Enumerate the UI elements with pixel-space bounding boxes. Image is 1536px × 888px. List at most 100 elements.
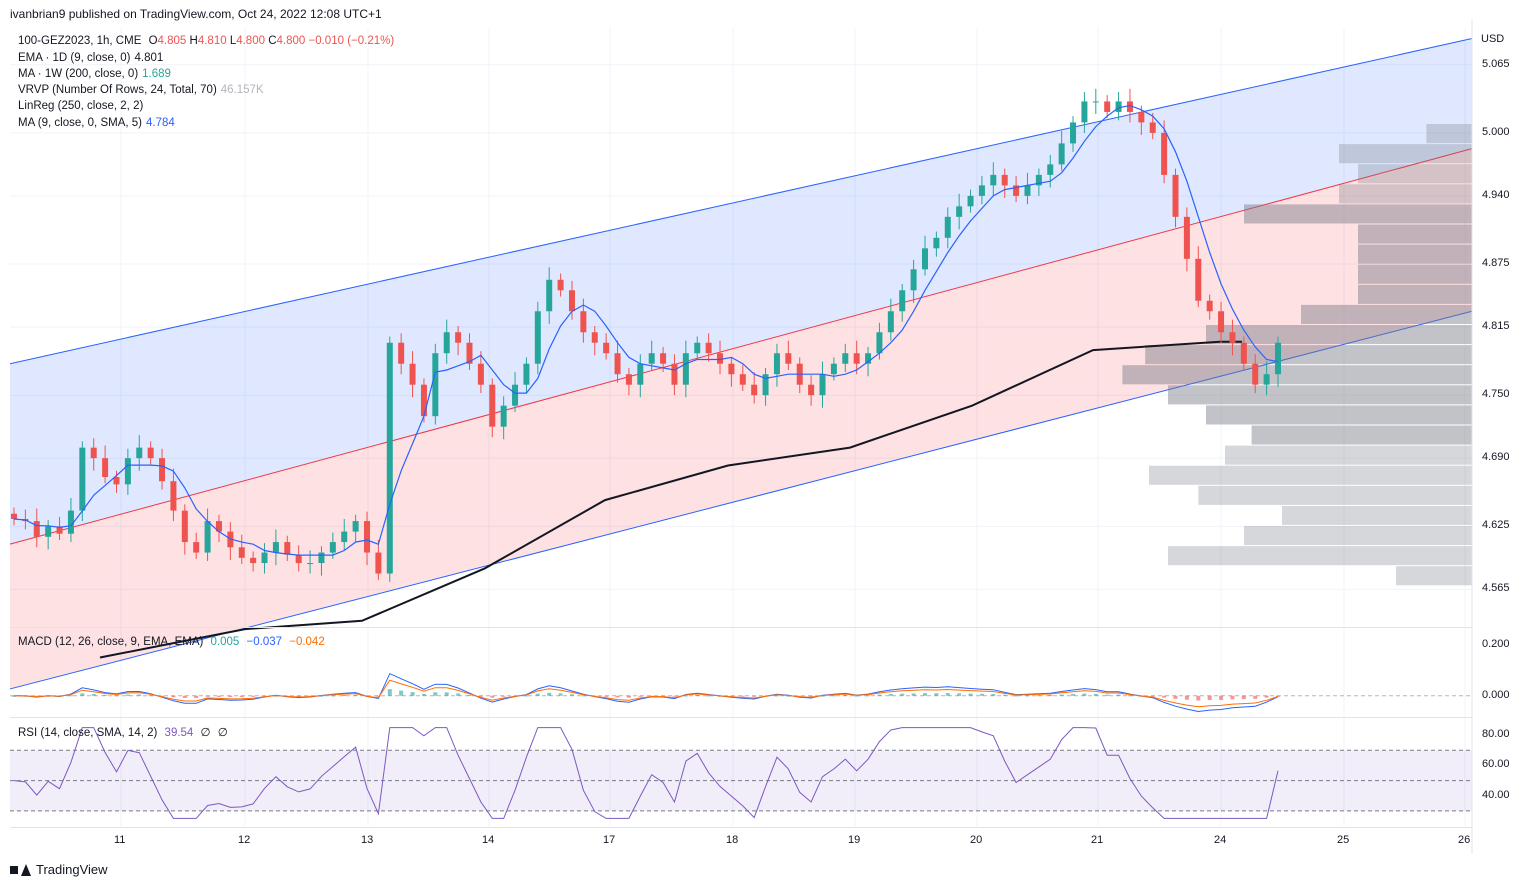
legend-macd[interactable]: MACD (12, 26, close, 9, EMA, EMA) 0.005 … (18, 636, 325, 648)
candle-down (102, 458, 109, 478)
ma-9-line (13, 104, 1279, 556)
candle-up (272, 542, 279, 553)
vrvp-row (1251, 425, 1472, 445)
candle-down (409, 363, 416, 385)
legend-vrvp[interactable]: VRVP (Number Of Rows, 24, Total, 70) 46.1… (18, 84, 264, 96)
candle-up (865, 353, 872, 364)
macd-hist-bar (877, 694, 882, 696)
time-axis-separator (10, 827, 1472, 828)
macd-hist-bar (752, 695, 757, 697)
macd-hist-bar (137, 694, 142, 696)
legend-ema[interactable]: EMA · 1D (9, close, 0) 4.801 (18, 52, 164, 64)
macd-hist-bar (1071, 694, 1076, 696)
macd-hist-bar (342, 695, 347, 697)
macd-hist-bar (991, 693, 996, 696)
macd-hist-bar (740, 695, 745, 697)
macd-hist-bar (171, 695, 176, 698)
macd-hist-bar (581, 695, 586, 697)
macd-hist-bar (809, 695, 814, 697)
rsi-pane (10, 727, 1472, 819)
macd-hist-bar (729, 695, 734, 697)
time-tick-label: 26 (1458, 834, 1471, 846)
macd-hist-bar (1162, 695, 1167, 698)
candle-up (1275, 342, 1281, 375)
candle-up (876, 332, 883, 354)
legend-ma-9[interactable]: MA (9, close, 0, SMA, 5) 4.784 (18, 117, 175, 129)
pane-separator[interactable] (10, 717, 1472, 718)
macd-hist-bar (1173, 695, 1178, 699)
macd-hist-bar (922, 693, 927, 696)
candle-up (1058, 143, 1065, 165)
macd-hist-bar (1059, 694, 1064, 696)
vrvp-row (1301, 304, 1472, 324)
candle-up (944, 216, 951, 238)
macd-hist-bar (638, 695, 643, 697)
candle-up (921, 248, 928, 270)
candle-down (375, 552, 382, 574)
vrvp-row (1339, 184, 1472, 204)
pane-separator[interactable] (10, 627, 1472, 628)
candle-up (204, 521, 211, 553)
legend-linreg[interactable]: LinReg (250, close, 2, 2) (18, 100, 144, 112)
candle-up (67, 510, 74, 534)
vrvp-row (1122, 365, 1472, 385)
macd-hist-bar (501, 695, 506, 697)
candle-up (386, 342, 393, 574)
macd-tick-label: 0.000 (1482, 688, 1510, 701)
macd-hist-bar (1048, 695, 1053, 697)
macd-hist-bar (421, 693, 426, 696)
time-tick-label: 19 (848, 834, 861, 846)
candle-down (215, 521, 222, 532)
volume-profile (1122, 124, 1472, 586)
legend-rsi[interactable]: RSI (14, close, SMA, 14, 2) 39.54 ∅ ∅ (18, 727, 228, 739)
macd-hist-bar (273, 695, 278, 697)
candle-up (261, 552, 268, 564)
candle-down (568, 290, 575, 312)
macd-hist-bar (797, 695, 802, 697)
legend-ma-1w[interactable]: MA · 1W (200, close, 0) 1.689 (18, 68, 171, 80)
ema-1d-polyline (99, 340, 1242, 659)
macd-hist-bar (774, 695, 779, 697)
candle-up (512, 384, 519, 406)
macd-hist-bar (387, 689, 392, 696)
macd-hist-bar (239, 695, 244, 698)
macd-hist-bar (1253, 695, 1258, 699)
time-tick-label: 20 (970, 834, 983, 846)
candle-down (1161, 132, 1168, 175)
macd-hist-bar (888, 694, 893, 696)
macd-hist-bar (683, 695, 688, 697)
macd-hist-bar (330, 695, 335, 697)
macd-hist-bar (626, 695, 631, 698)
candle-down (250, 557, 257, 564)
macd-hist-bar (433, 692, 438, 696)
candle-down (159, 458, 166, 482)
macd-hist-bar (1105, 694, 1110, 696)
candle-up (842, 353, 849, 364)
candle-up (978, 185, 985, 196)
macd-hist-bar (399, 690, 404, 696)
macd-hist-bar (1241, 695, 1246, 700)
candle-up (637, 363, 644, 385)
candle-down (455, 332, 462, 343)
macd-hist-bar (786, 695, 791, 697)
candle-down (364, 521, 371, 553)
candle-down (785, 353, 792, 364)
macd-hist-bar (604, 695, 609, 697)
candle-down (1252, 363, 1259, 385)
candle-up (694, 342, 701, 354)
macd-hist-bar (968, 693, 973, 696)
macd-hist-bar (182, 695, 187, 699)
macd-hist-bar (558, 693, 563, 696)
candle-up (546, 279, 553, 312)
candle-up (523, 363, 530, 385)
candle-down (181, 510, 188, 543)
candle-down (625, 374, 632, 385)
candle-up (773, 353, 780, 375)
macd-hist-bar (979, 693, 984, 696)
macd-hist-bar (945, 693, 950, 696)
candle-up (318, 552, 325, 564)
candle-down (11, 513, 17, 519)
legend-ohlc: O4.805 H4.810 L4.800 C4.800 −0.010 (−0.2… (148, 35, 395, 47)
macd-hist-bar (456, 693, 461, 696)
